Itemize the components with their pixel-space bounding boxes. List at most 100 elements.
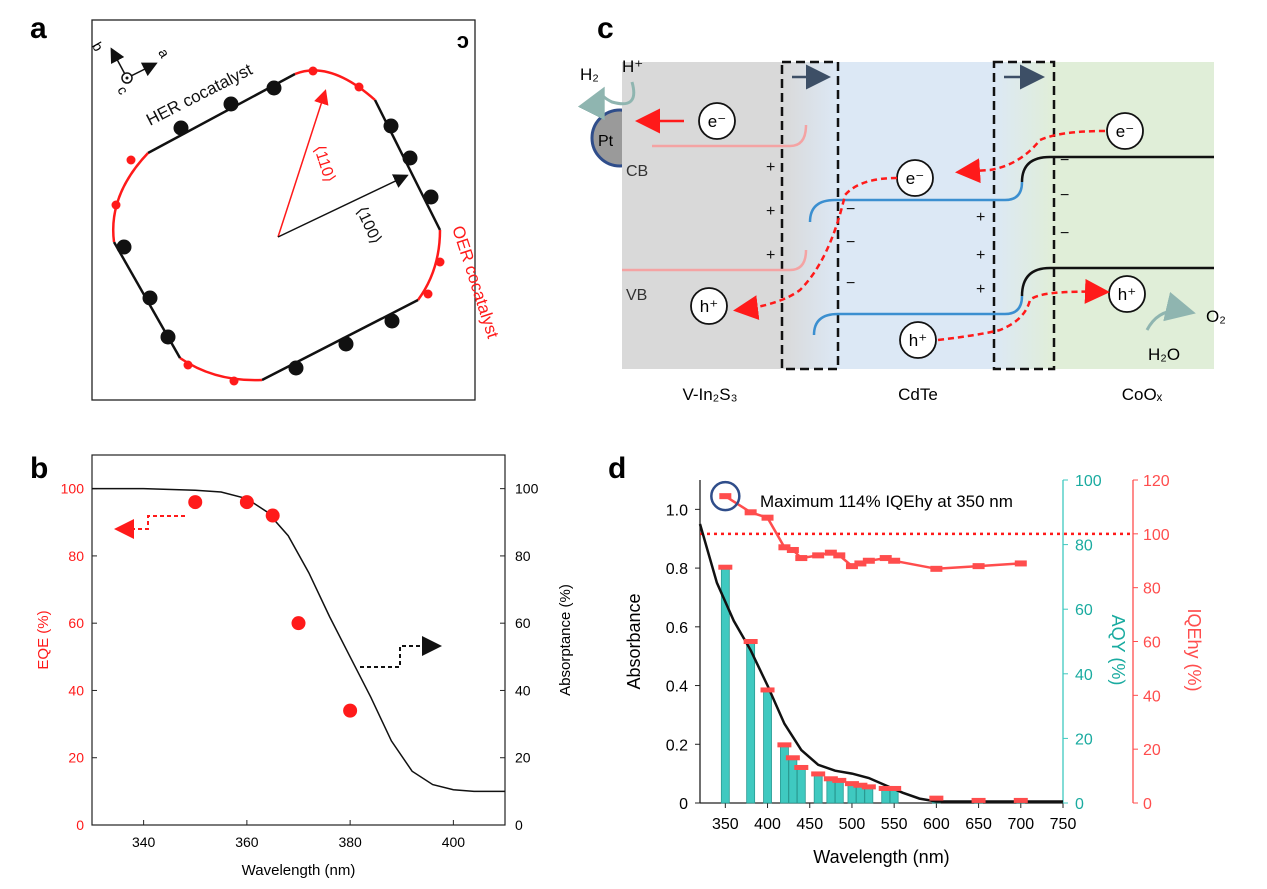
x-axis-label: Wavelength (nm)	[242, 862, 356, 879]
x-tick-label: 400	[754, 816, 781, 833]
iqe-point	[833, 552, 846, 559]
y-tick-label-absorbance: 0	[679, 796, 688, 813]
interface-box-1	[780, 60, 840, 371]
aqy-bar	[746, 641, 756, 804]
panel-label-a: a	[30, 12, 47, 45]
x-axis-label: Wavelength (nm)	[813, 847, 949, 867]
axis-a-label: a	[155, 46, 173, 61]
panel-label-b: b	[30, 452, 48, 485]
hole-3: h⁺	[1108, 275, 1146, 313]
iqe-point	[930, 565, 943, 572]
region-label-coox: CoOₓ	[1122, 385, 1163, 404]
absorbance-curve	[698, 523, 1063, 803]
eqe-point	[291, 616, 306, 631]
x-tick-label: 380	[338, 834, 362, 850]
y-tick-label-aqy: 0	[1075, 796, 1084, 813]
y-tick-label-left: 0	[76, 817, 84, 833]
y-tick-label-right: 20	[515, 750, 531, 766]
iqe-point	[1014, 560, 1027, 567]
iqe-point	[862, 557, 875, 564]
panel-a: c b a c	[89, 19, 503, 401]
absorptance-line	[92, 487, 505, 793]
charge-minus: −	[846, 201, 855, 218]
eqe-point	[239, 495, 254, 510]
y-tick-label-absorbance: 1.0	[666, 502, 688, 519]
hole-2-label: h⁺	[909, 331, 927, 350]
oer-cocatalyst-dots	[111, 66, 445, 386]
electron-2: e⁻	[896, 159, 934, 197]
pt-label: Pt	[598, 133, 614, 150]
charge-plus: +	[976, 209, 985, 226]
charge-minus: −	[1060, 225, 1069, 242]
interface-gradient-2	[994, 62, 1054, 369]
iqe-point	[761, 514, 774, 521]
chart-b-frame	[91, 454, 506, 826]
iqe-point	[888, 557, 901, 564]
charge-transfer-paths	[733, 129, 1110, 342]
h2-evolution-arrow	[577, 81, 636, 121]
charge-plus: +	[766, 247, 775, 264]
y-tick-label-right: 0	[515, 817, 523, 833]
y-tick-label-left: 100	[61, 481, 85, 497]
x-tick-label: 360	[235, 834, 259, 850]
eqe-point	[188, 495, 203, 510]
eqe-axis-arrow	[114, 515, 185, 539]
y-tick-label-absorbance: 0.2	[666, 737, 688, 754]
her-cocatalyst-dots	[116, 80, 439, 376]
hole-3-label: h⁺	[1118, 285, 1136, 304]
aqy-bar	[763, 689, 772, 804]
charge-minus: −	[846, 275, 855, 292]
y-tick-label-right: 40	[515, 682, 531, 698]
panel-a-frame	[91, 19, 476, 401]
iqe-point	[744, 509, 757, 516]
panel-a-corner-mark: c	[457, 31, 469, 56]
x-tick-label: 340	[132, 834, 156, 850]
electron-3: e⁻	[1106, 112, 1144, 150]
charge-plus: +	[766, 159, 775, 176]
h2o-label: H₂O	[1148, 345, 1180, 364]
h2-label: H₂	[580, 65, 599, 84]
electron-1: e⁻	[698, 102, 736, 140]
cb-band-coox	[1020, 155, 1214, 183]
her-label: HER cocatalyst	[143, 60, 255, 130]
aqy-bar	[813, 773, 823, 804]
iqe-point	[879, 555, 892, 562]
region-label-vin2s3: V-In₂S₃	[682, 385, 737, 404]
hole-2: h⁺	[899, 321, 937, 359]
y-tick-label-iqe: 80	[1143, 581, 1161, 598]
panel-label-c: c	[597, 12, 614, 45]
vb-band-coox	[1020, 266, 1214, 297]
aqy-bar	[834, 779, 844, 804]
crystal-axes: b a c	[89, 39, 173, 97]
charge-minus: −	[1060, 187, 1069, 204]
iqe-point	[778, 544, 791, 551]
y-tick-label-iqe: 20	[1143, 742, 1161, 759]
iqe-point	[824, 549, 837, 556]
iqe-point	[845, 563, 858, 570]
label-100: ⟨100⟩	[352, 204, 384, 247]
y-tick-label-aqy: 100	[1075, 473, 1102, 490]
annotation-text: Maximum 114% IQEhy at 350 nm	[760, 492, 1013, 511]
x-tick-label: 700	[1007, 816, 1034, 833]
iqe-point	[854, 560, 867, 567]
x-tick-label: 750	[1050, 816, 1077, 833]
y-tick-label-aqy: 60	[1075, 602, 1093, 619]
hplus-label: H⁺	[622, 57, 643, 76]
iqe-point	[972, 563, 985, 570]
charge-plus: +	[766, 203, 775, 220]
x-tick-label: 650	[965, 816, 992, 833]
o2-evolution-arrow	[1145, 291, 1196, 331]
y-tick-label-absorbance: 0.6	[666, 620, 688, 637]
cb-label: CB	[626, 163, 648, 180]
vb-band-vin2s3	[622, 249, 808, 272]
region-label-cdte: CdTe	[898, 385, 938, 404]
y-tick-label-iqe: 120	[1143, 473, 1170, 490]
electron-1-label: e⁻	[708, 112, 726, 131]
y-tick-label-left: 40	[68, 682, 84, 698]
y-tick-label-iqe: 0	[1143, 796, 1152, 813]
panel-c: Pt H₂ H⁺ CB VB e⁻ e⁻ e⁻ h⁺ h⁺ h⁺	[577, 57, 1226, 404]
aqy-bar	[796, 767, 806, 804]
iqe-point	[719, 493, 732, 500]
y-tick-label-iqe: 60	[1143, 635, 1161, 652]
